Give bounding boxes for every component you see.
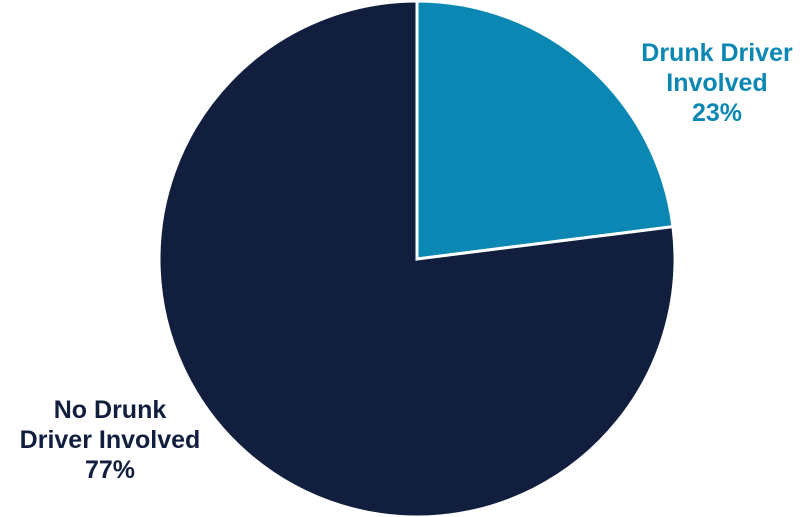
slice-label-line: No Drunk [53, 396, 167, 424]
pie-slice-no-drunk-driver-involved [157, 0, 677, 517]
slice-label-line: Involved [666, 69, 768, 97]
pie-slice-drunk-driver-involved [415, 0, 675, 261]
slice-label-drunk-driver-involved: Drunk Driver Involved 23% [612, 38, 800, 128]
slice-value-label: 77% [84, 456, 136, 484]
slice-label-no-drunk-driver-involved: No Drunk Driver Involved 77% [5, 395, 215, 485]
slice-label-line: Driver Involved [19, 426, 201, 454]
slice-value-label: 23% [691, 99, 743, 127]
slice-label-line: Drunk Driver [641, 39, 793, 67]
